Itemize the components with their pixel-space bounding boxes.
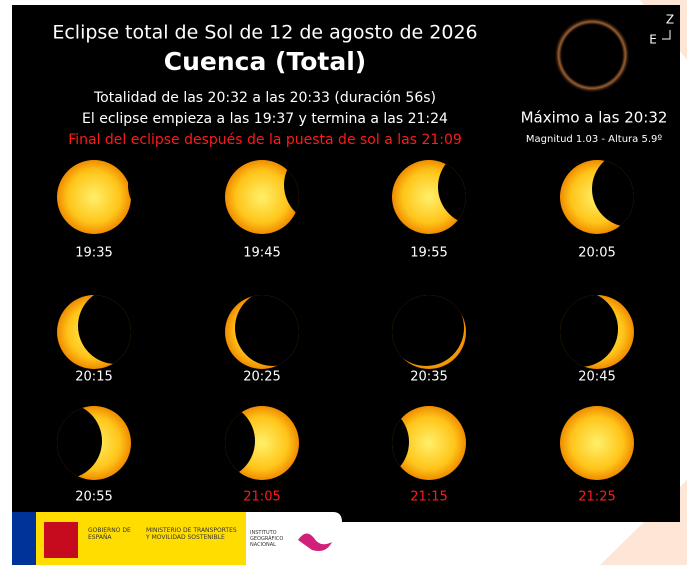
infographic: Eclipse total de Sol de 12 de agosto de … [0,0,687,565]
time-label: 19:45 [243,246,280,261]
government: GOBIERNO DE ESPAÑA [88,527,140,541]
time-label: 21:25 [578,490,615,505]
eu-flag [12,512,36,565]
sun [560,406,634,480]
time-label: 20:25 [243,370,280,385]
time-label: 21:05 [243,490,280,505]
time-label: 21:15 [410,490,447,505]
time-label: 20:05 [578,246,615,261]
title: Eclipse total de Sol de 12 de agosto de … [52,22,477,44]
info-line: El eclipse empieza a las 19:37 y termina… [82,111,448,127]
corona [554,17,630,93]
maximum-details: Magnitud 1.03 - Altura 5.9º [526,134,662,145]
institute-box: INSTITUTO GEOGRÁFICO NACIONAL [250,530,290,558]
time-label: 19:55 [410,246,447,261]
ministry: MINISTERIO DE TRANSPORTES Y MOVILIDAD SO… [146,527,242,541]
page: Eclipse total de Sol de 12 de agosto de … [0,0,687,565]
maximum: Máximo a las 20:32 [521,109,668,127]
coat-of-arms [44,522,78,558]
time-label: 19:35 [75,246,112,261]
gov-box: GOBIERNO DE ESPAÑA [88,527,140,557]
ministry-box: MINISTERIO DE TRANSPORTES Y MOVILIDAD SO… [146,527,242,557]
time-label: 20:45 [578,370,615,385]
institute: INSTITUTO GEOGRÁFICO NACIONAL [250,530,290,548]
compass-north: Z [666,13,674,27]
info-line: Final del eclipse después de la puesta d… [68,132,462,148]
place: Cuenca (Total) [164,47,366,76]
sun [57,160,131,234]
time-label: 20:15 [75,370,112,385]
info-line: Totalidad de las 20:32 a las 20:33 (dura… [93,90,436,106]
time-label: 20:35 [410,370,447,385]
time-label: 20:55 [75,490,112,505]
compass-east: E [649,33,657,47]
